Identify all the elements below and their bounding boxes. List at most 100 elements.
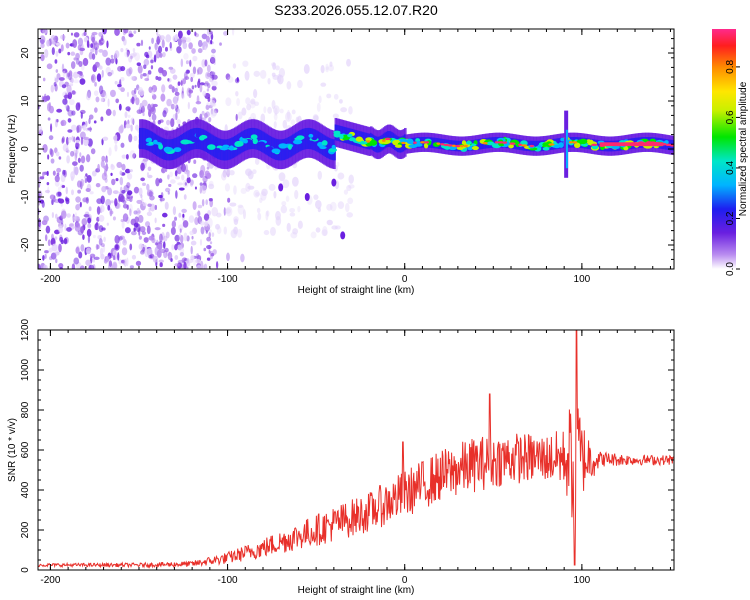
noise-blob [70, 51, 76, 56]
noise-blob [68, 98, 75, 106]
ridge-core [493, 137, 496, 148]
noise-blob [121, 154, 127, 159]
noise-blob [127, 190, 133, 196]
noise-blob [42, 171, 45, 177]
noise-blob [114, 243, 120, 251]
ridge-core [479, 138, 482, 150]
noise-blob [225, 97, 232, 107]
noise-blob [80, 111, 83, 119]
noise-blob [188, 42, 193, 50]
ridge-core [144, 128, 148, 150]
noise-blob [176, 46, 182, 54]
noise-blob [90, 48, 95, 53]
noise-blob [57, 191, 62, 197]
noise-blob [249, 100, 256, 109]
noise-blob [147, 103, 152, 111]
noise-blob [77, 71, 83, 75]
noise-blob [119, 186, 123, 194]
noise-blob [337, 201, 345, 209]
noise-blob [297, 79, 303, 89]
noise-blob [124, 51, 130, 58]
noise-blob [81, 199, 87, 203]
noise-blob [131, 96, 135, 105]
noise-blob [250, 112, 257, 121]
noise-blob [44, 250, 49, 254]
noise-blob [225, 206, 233, 217]
noise-blob [164, 201, 169, 210]
ridge-blob [365, 137, 372, 142]
ridge-core [317, 131, 321, 153]
noise-blob [67, 149, 70, 153]
noise-blob [50, 34, 56, 44]
noise-blob [339, 99, 343, 104]
noise-blob [152, 255, 158, 263]
noise-blob [232, 63, 237, 69]
noise-blob [207, 82, 211, 89]
noise-blob [151, 93, 157, 100]
noise-blob [154, 204, 158, 211]
ridge-blob [206, 139, 217, 144]
noise-blob [157, 119, 161, 125]
noise-blob [47, 239, 51, 247]
noise-blob [66, 72, 70, 78]
noise-blob [326, 219, 333, 226]
noise-blob [268, 183, 276, 191]
noise-blob [103, 165, 109, 170]
noise-blob [155, 75, 159, 80]
ridge-core [324, 135, 328, 157]
noise-blob [42, 255, 45, 261]
noise-blob [55, 151, 60, 157]
noise-blob [74, 152, 78, 162]
colorbar-ticks: 0.0 0.2 0.4 0.6 0.8 [725, 60, 740, 276]
noise-blob [168, 66, 174, 70]
noise-blob [320, 82, 327, 87]
noise-blob [130, 117, 135, 125]
noise-blob [172, 74, 178, 80]
ridge-blob [215, 148, 222, 153]
noise-blob [200, 226, 205, 235]
ridge-blob [287, 144, 292, 150]
ridge-peak [529, 144, 535, 148]
noise-blob [122, 200, 127, 204]
noise-blob [82, 197, 89, 203]
ridge-core [205, 130, 209, 153]
noise-blob [160, 93, 166, 102]
noise-blob [142, 112, 145, 117]
noise-blob [124, 227, 131, 234]
blip [331, 178, 337, 187]
ridge-blob [148, 141, 154, 145]
noise-blob [75, 139, 80, 144]
noise-blob [289, 212, 296, 217]
noise-blob [110, 58, 115, 64]
noise-blob [183, 52, 189, 60]
noise-blob [190, 245, 193, 255]
noise-blob [67, 118, 72, 123]
noise-blob [45, 225, 51, 234]
noise-blob [186, 169, 190, 179]
noise-blob [223, 207, 226, 216]
noise-blob [56, 42, 61, 46]
noise-blob [100, 97, 104, 103]
noise-blob [114, 198, 118, 207]
noise-blob [80, 244, 85, 252]
ridge-blob [328, 148, 337, 153]
noise-blob [99, 37, 105, 45]
noise-blob [143, 64, 147, 69]
noise-blob [70, 189, 74, 196]
noise-blob [73, 215, 80, 220]
noise-blob [202, 175, 208, 183]
noise-blob [181, 37, 186, 45]
noise-blob [115, 177, 119, 182]
noise-blob [73, 32, 80, 38]
noise-blob [88, 114, 94, 120]
noise-blob [168, 183, 172, 188]
noise-blob [114, 29, 120, 36]
noise-blob [165, 187, 171, 193]
ridge-core [557, 138, 560, 149]
snr-frame [37, 329, 675, 571]
noise-blob [286, 222, 291, 233]
noise-blob [108, 260, 113, 267]
noise-blob [235, 113, 238, 122]
noise-blob [236, 228, 243, 238]
